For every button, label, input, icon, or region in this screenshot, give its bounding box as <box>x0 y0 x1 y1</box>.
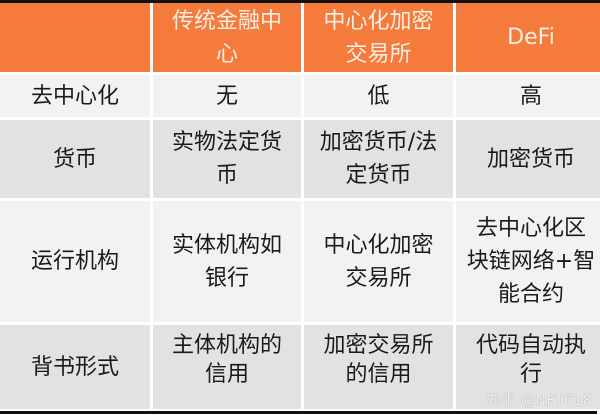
column-header <box>0 3 150 72</box>
top-border <box>0 0 600 3</box>
cell-line: 无 <box>215 83 238 109</box>
cell-line: 中心化加密 <box>323 232 434 258</box>
table-cell: 加密货币/法 定货币 <box>304 120 453 198</box>
header-row: 传统金融中心中心化加密 交易所 DeFi <box>0 3 600 72</box>
watermark: 知乎 @NFT618 <box>486 393 592 409</box>
cell-line: 代码自动执 <box>475 333 586 358</box>
cell-line: 加密货币 <box>486 146 575 172</box>
table-cell: 加密交易所 的信用 <box>304 325 453 409</box>
table-cell: 无 <box>153 75 301 117</box>
cell-line: 能合约 <box>497 282 564 307</box>
table-cell: 中心化加密 交易所 <box>304 201 453 322</box>
table-row: 去中心化 无 低 高 <box>0 75 600 117</box>
cell-line: 加密交易所 <box>323 333 434 358</box>
table-row: 货币 实物法定货币加密货币/法 定货币 加密货币 <box>0 120 600 198</box>
cell-line: 块链网络+智 <box>466 249 596 274</box>
cell-line: 高 <box>519 83 542 109</box>
table-cell: 去中心化区块链网络+智 能合约 <box>456 201 600 322</box>
cell-line: 的信用 <box>345 362 412 387</box>
row-header: 运行机构 <box>0 201 150 322</box>
cell-line: 行 <box>519 362 542 387</box>
column-header: 中心化加密 交易所 <box>304 3 453 72</box>
table-cell: 代码自动执行 <box>456 325 600 409</box>
cell-line: 银行 <box>204 265 249 291</box>
table-cell: 低 <box>304 75 453 117</box>
cell-line: DeFi <box>507 25 555 50</box>
table-row: 运行机构 实体机构如 银行 中心化加密 交易所 去中心化区 块链网络+智 能合约 <box>0 201 600 322</box>
cell-line: 传统金融中 <box>171 8 282 34</box>
cell-line: 主体机构的 <box>171 333 282 358</box>
cell-line: 去中心化区 <box>475 216 586 241</box>
table-cell: 实物法定货币 <box>153 120 301 198</box>
cell-line: 心 <box>215 41 238 67</box>
table-cell: 高 <box>456 75 600 117</box>
row-header: 背书形式 <box>0 325 150 409</box>
cell-line: 定货币 <box>345 163 412 188</box>
bottom-border <box>0 411 597 414</box>
cell-line: 实物法定货 <box>171 130 282 155</box>
column-header: DeFi <box>456 3 600 72</box>
cell-line: 信用 <box>204 362 249 387</box>
cell-line: 中心化加密 <box>323 8 434 34</box>
cell-line: 币 <box>215 163 238 188</box>
table-row: 背书形式 主体机构的 信用 加密交易所 的信用 代码自动执行 <box>0 325 600 409</box>
cell-line: 实体机构如 <box>171 232 282 258</box>
cell-line: 交易所 <box>345 265 412 291</box>
table-cell: 加密货币 <box>456 120 600 198</box>
cell-line: 交易所 <box>345 41 412 67</box>
row-header: 去中心化 <box>0 75 150 117</box>
cell-line: 低 <box>367 83 390 109</box>
table-cell: 主体机构的 信用 <box>153 325 301 409</box>
table-cell: 实体机构如 银行 <box>153 201 301 322</box>
column-header: 传统金融中心 <box>153 3 301 72</box>
cell-line: 加密货币/法 <box>319 130 438 155</box>
row-header: 货币 <box>0 120 150 198</box>
